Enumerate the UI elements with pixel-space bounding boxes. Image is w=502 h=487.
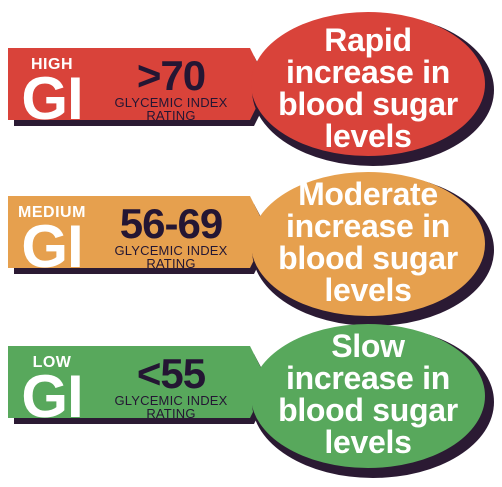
tier-low-level: LOW GI [0,354,104,430]
tier-low-gi: GI [21,363,83,430]
tier-high-rating-line1: GLYCEMIC INDEX [114,95,228,110]
tier-medium-level: MEDIUM GI [0,204,104,280]
tier-high-result: Rapid increase in blood sugar levels [268,24,468,152]
tier-low-rating-line1: GLYCEMIC INDEX [114,393,228,408]
tier-low-range: <55 [136,350,206,397]
tier-low-rating-line2: RATING [146,406,196,421]
tier-medium-arrow [8,196,268,268]
tier-medium-rating-line2: RATING [146,256,196,271]
tier-high: HIGH GI >70 GLYCEMIC INDEX RATING Rapid … [0,16,502,168]
tier-low-result-line: levels [324,424,412,460]
tier-low-bubble [251,324,485,468]
tier-low-result: Slow increase in blood sugar levels [268,330,468,458]
tier-medium-shapes [8,172,494,326]
tier-high-level: HIGH GI [0,56,104,132]
tier-medium-level-label: MEDIUM [18,204,86,221]
tier-high-shapes [8,12,494,166]
tier-high-range-block: >70 GLYCEMIC INDEX RATING [108,52,234,123]
tier-high-result-line: Rapid [324,22,412,58]
tier-medium-gi: GI [21,213,83,280]
tier-medium-rating-line1: GLYCEMIC INDEX [114,243,228,258]
tier-medium-range: 56-69 [119,200,223,247]
tier-medium-result: Moderate increase in blood sugar levels [268,178,468,306]
tier-high-result-line: levels [324,118,412,154]
tier-medium-result-line: increase in [286,208,450,244]
tier-low-level-label: LOW [32,354,72,371]
tier-low: LOW GI <55 GLYCEMIC INDEX RATING Slow in… [0,318,502,478]
tier-medium-result-line: blood sugar [278,240,458,276]
tier-medium-result-line: Moderate [298,176,438,212]
tier-medium: MEDIUM GI 56-69 GLYCEMIC INDEX RATING Mo… [0,172,502,324]
tier-high-level-label: HIGH [31,56,73,73]
tier-high-bubble [251,12,485,156]
tier-low-result-line: increase in [286,360,450,396]
tier-high-arrow [8,48,268,120]
tier-low-arrow [8,346,268,418]
tier-high-result-line: increase in [286,54,450,90]
tier-low-result-line: Slow [331,328,405,364]
tier-high-range: >70 [136,52,206,99]
tier-medium-bubble [251,172,485,316]
tier-high-gi: GI [21,65,83,132]
tier-low-shapes [8,324,494,478]
tier-low-range-block: <55 GLYCEMIC INDEX RATING [108,350,234,421]
tier-medium-range-block: 56-69 GLYCEMIC INDEX RATING [108,200,234,271]
tier-high-result-line: blood sugar [278,86,458,122]
tier-high-rating-line2: RATING [146,108,196,123]
tier-low-result-line: blood sugar [278,392,458,428]
tier-medium-result-line: levels [324,272,412,308]
